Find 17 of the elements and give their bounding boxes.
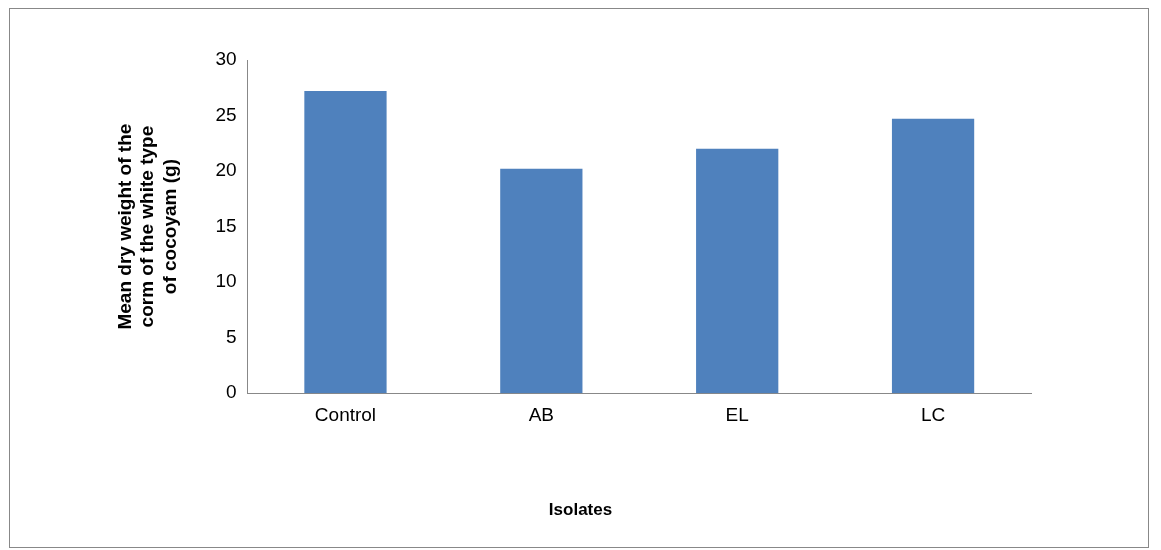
y-tick-label: 5 (225, 325, 237, 347)
x-tick-label: EL (725, 403, 749, 425)
bar (696, 148, 779, 394)
bar (500, 168, 583, 394)
y-tick-label: 30 (215, 48, 237, 70)
y-tick-label: 15 (215, 214, 237, 236)
x-tick-label: Control (314, 403, 377, 425)
y-axis-title: Mean dry weight of the corm of the white type of cocoyam (g) (113, 123, 181, 330)
x-tick-label: AB (528, 403, 555, 425)
x-axis-title: Isolates (547, 500, 614, 520)
y-tick-label: 10 (215, 270, 237, 292)
bar (891, 118, 975, 394)
y-tick-label: 0 (225, 381, 237, 403)
y-tick-label: 25 (215, 103, 237, 125)
bar (304, 91, 387, 394)
y-tick-label: 20 (215, 159, 237, 181)
x-tick-label: LC (920, 403, 946, 425)
